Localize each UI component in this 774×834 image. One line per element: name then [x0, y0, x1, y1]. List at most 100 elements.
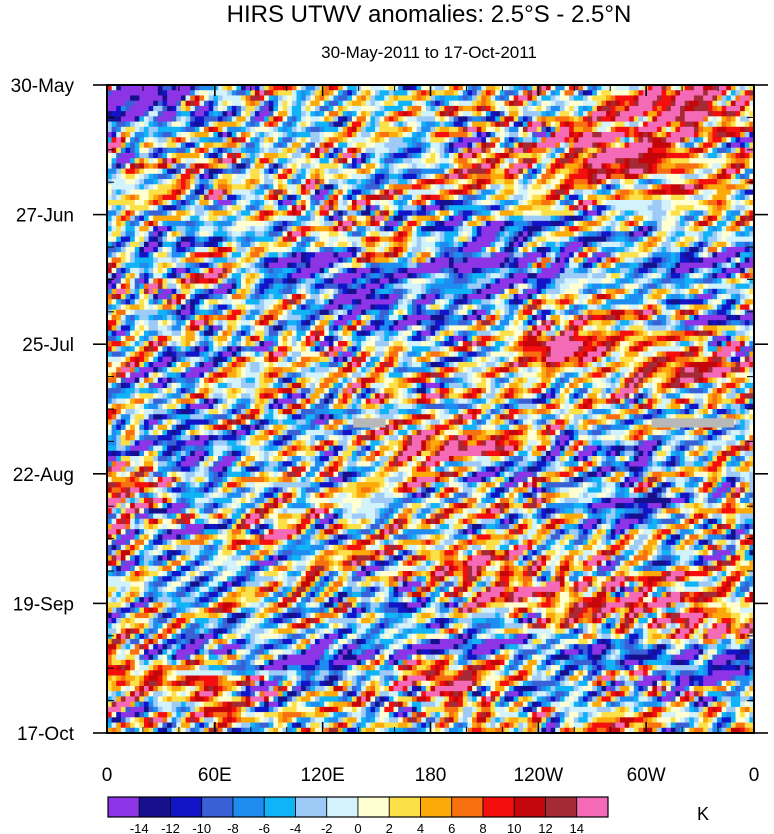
heatmap-cell: [514, 252, 519, 258]
heatmap-cell: [449, 132, 454, 138]
heatmap-cell: [685, 158, 690, 164]
heatmap-cell: [481, 237, 486, 243]
heatmap-cell: [232, 116, 237, 122]
heatmap-cell: [578, 210, 583, 216]
heatmap-cell: [296, 90, 301, 96]
heatmap-cell: [162, 257, 167, 263]
heatmap-cell: [708, 132, 713, 138]
heatmap-cell: [523, 190, 528, 196]
heatmap-cell: [125, 132, 130, 138]
heatmap-cell: [158, 153, 163, 159]
heatmap-cell: [467, 101, 472, 107]
heatmap-cell: [514, 268, 519, 274]
heatmap-cell: [454, 158, 459, 164]
heatmap-cell: [583, 257, 588, 263]
heatmap-cell: [167, 200, 172, 206]
heatmap-cell: [407, 221, 412, 227]
heatmap-cell: [283, 221, 288, 227]
heatmap-cell: [320, 184, 325, 190]
heatmap-cell: [569, 184, 574, 190]
heatmap-cell: [449, 111, 454, 117]
heatmap-cell: [712, 184, 717, 190]
heatmap-cell: [213, 148, 218, 154]
heatmap-cell: [588, 226, 593, 232]
heatmap-cell: [162, 101, 167, 107]
heatmap-cell: [315, 205, 320, 211]
heatmap-cell: [384, 195, 389, 201]
heatmap-cell: [223, 116, 228, 122]
heatmap-cell: [366, 190, 371, 196]
heatmap-cell: [283, 142, 288, 148]
heatmap-cell: [186, 247, 191, 253]
heatmap-cell: [648, 242, 653, 248]
heatmap-cell: [518, 216, 523, 222]
heatmap-cell: [634, 257, 639, 263]
heatmap-cell: [634, 247, 639, 253]
heatmap-cell: [620, 263, 625, 269]
heatmap-cell: [236, 252, 241, 258]
heatmap-cell: [657, 242, 662, 248]
heatmap-cell: [601, 132, 606, 138]
heatmap-cell: [310, 169, 315, 175]
heatmap-cell: [264, 257, 269, 263]
heatmap-cell: [421, 101, 426, 107]
heatmap-cell: [736, 137, 741, 143]
heatmap-cell: [162, 263, 167, 269]
heatmap-cell: [431, 190, 436, 196]
heatmap-cell: [532, 247, 537, 253]
heatmap-cell: [398, 122, 403, 128]
heatmap-cell: [685, 122, 690, 128]
heatmap-cell: [389, 216, 394, 222]
heatmap-cell: [260, 263, 265, 269]
heatmap-cell: [495, 257, 500, 263]
heatmap-cell: [583, 200, 588, 206]
heatmap-cell: [394, 95, 399, 101]
heatmap-cell: [657, 231, 662, 237]
heatmap-cell: [537, 127, 542, 133]
heatmap-cell: [398, 132, 403, 138]
heatmap-cell: [223, 148, 228, 154]
heatmap-cell: [643, 116, 648, 122]
heatmap-cell: [703, 111, 708, 117]
heatmap-cell: [740, 200, 745, 206]
heatmap-cell: [652, 210, 657, 216]
heatmap-cell: [292, 174, 297, 180]
heatmap-cell: [195, 247, 200, 253]
heatmap-cell: [625, 237, 630, 243]
heatmap-cell: [162, 242, 167, 248]
heatmap-cell: [357, 148, 362, 154]
heatmap-cell: [685, 148, 690, 154]
heatmap-cell: [269, 127, 274, 133]
heatmap-cell: [260, 242, 265, 248]
heatmap-cell: [273, 237, 278, 243]
heatmap-cell: [592, 111, 597, 117]
heatmap-cell: [444, 127, 449, 133]
heatmap-cell: [315, 263, 320, 269]
heatmap-cell: [204, 252, 209, 258]
heatmap-cell: [551, 242, 556, 248]
heatmap-cell: [551, 247, 556, 253]
heatmap-cell: [167, 127, 172, 133]
heatmap-cell: [675, 111, 680, 117]
heatmap-cell: [717, 127, 722, 133]
heatmap-cell: [199, 252, 204, 258]
heatmap-cell: [467, 263, 472, 269]
heatmap-cell: [301, 132, 306, 138]
heatmap-cell: [435, 216, 440, 222]
heatmap-cell: [467, 231, 472, 237]
heatmap-cell: [186, 200, 191, 206]
heatmap-cell: [232, 111, 237, 117]
heatmap-cell: [421, 242, 426, 248]
heatmap-cell: [352, 101, 357, 107]
heatmap-cell: [560, 210, 565, 216]
heatmap-cell: [167, 210, 172, 216]
heatmap-cell: [611, 226, 616, 232]
heatmap-cell: [574, 158, 579, 164]
heatmap-cell: [357, 226, 362, 232]
heatmap-cell: [712, 205, 717, 211]
heatmap-cell: [306, 205, 311, 211]
heatmap-cell: [213, 257, 218, 263]
heatmap-cell: [449, 221, 454, 227]
heatmap-cell: [463, 205, 468, 211]
heatmap-cell: [611, 153, 616, 159]
